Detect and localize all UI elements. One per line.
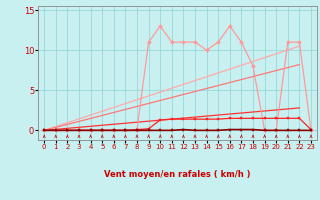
X-axis label: Vent moyen/en rafales ( km/h ): Vent moyen/en rafales ( km/h ) xyxy=(104,170,251,179)
